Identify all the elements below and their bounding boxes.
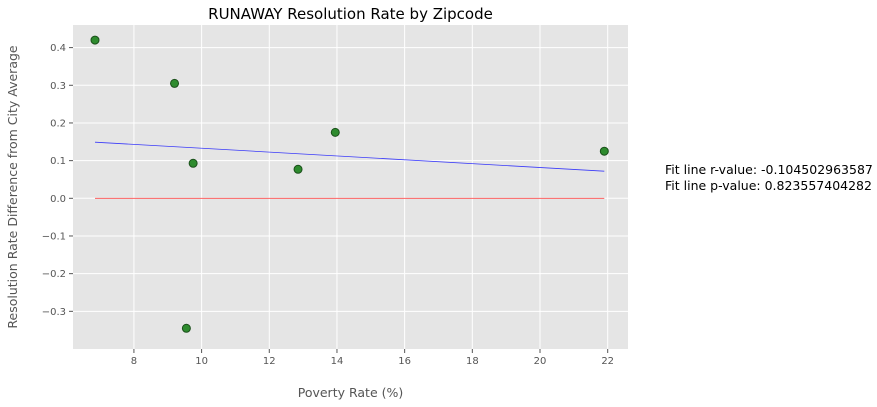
- y-tick-label: 0.0: [50, 194, 66, 205]
- data-point: [90, 35, 100, 45]
- y-tick-label: 0.4: [50, 43, 66, 54]
- chart-title: RUNAWAY Resolution Rate by Zipcode: [208, 5, 493, 23]
- fit-statistics: Fit line r-value: -0.104502963587 Fit li…: [665, 162, 873, 194]
- x-tick-label: 22: [601, 356, 614, 367]
- fit-r-value: Fit line r-value: -0.104502963587: [665, 162, 873, 177]
- x-tick-label: 18: [466, 356, 479, 367]
- data-point: [181, 323, 191, 333]
- fit-p-value: Fit line p-value: 0.823557404282: [665, 178, 872, 193]
- plot-area: [73, 25, 628, 349]
- data-points: [90, 35, 609, 333]
- data-point: [188, 158, 198, 168]
- tick-labels: 8 10 12 14 16 18 20 22 −0.3 −0.2 −0.1 0.0 0.1 0.2 0.3 0…: [42, 43, 614, 367]
- x-tick-label: 12: [263, 356, 276, 367]
- chart-lines: [94, 141, 605, 199]
- y-tick-label: −0.2: [42, 269, 66, 280]
- x-tick-label: 8: [131, 356, 137, 367]
- data-point: [599, 146, 609, 156]
- fit-line: [94, 141, 605, 172]
- y-tick-label: 0.2: [50, 118, 66, 129]
- x-tick-label: 20: [534, 356, 547, 367]
- x-tick-label: 16: [398, 356, 411, 367]
- x-axis-label: Poverty Rate (%): [298, 385, 404, 400]
- data-point: [330, 127, 340, 137]
- data-point: [170, 78, 180, 88]
- y-axis-label: Resolution Rate Difference from City Ave…: [5, 45, 20, 329]
- x-tick-label: 14: [331, 356, 344, 367]
- data-point: [293, 164, 303, 174]
- x-tick-label: 10: [195, 356, 208, 367]
- y-tick-label: −0.3: [42, 307, 66, 318]
- y-tick-label: 0.3: [50, 81, 66, 92]
- y-tick-label: 0.1: [50, 156, 66, 167]
- y-tick-label: −0.1: [42, 231, 66, 242]
